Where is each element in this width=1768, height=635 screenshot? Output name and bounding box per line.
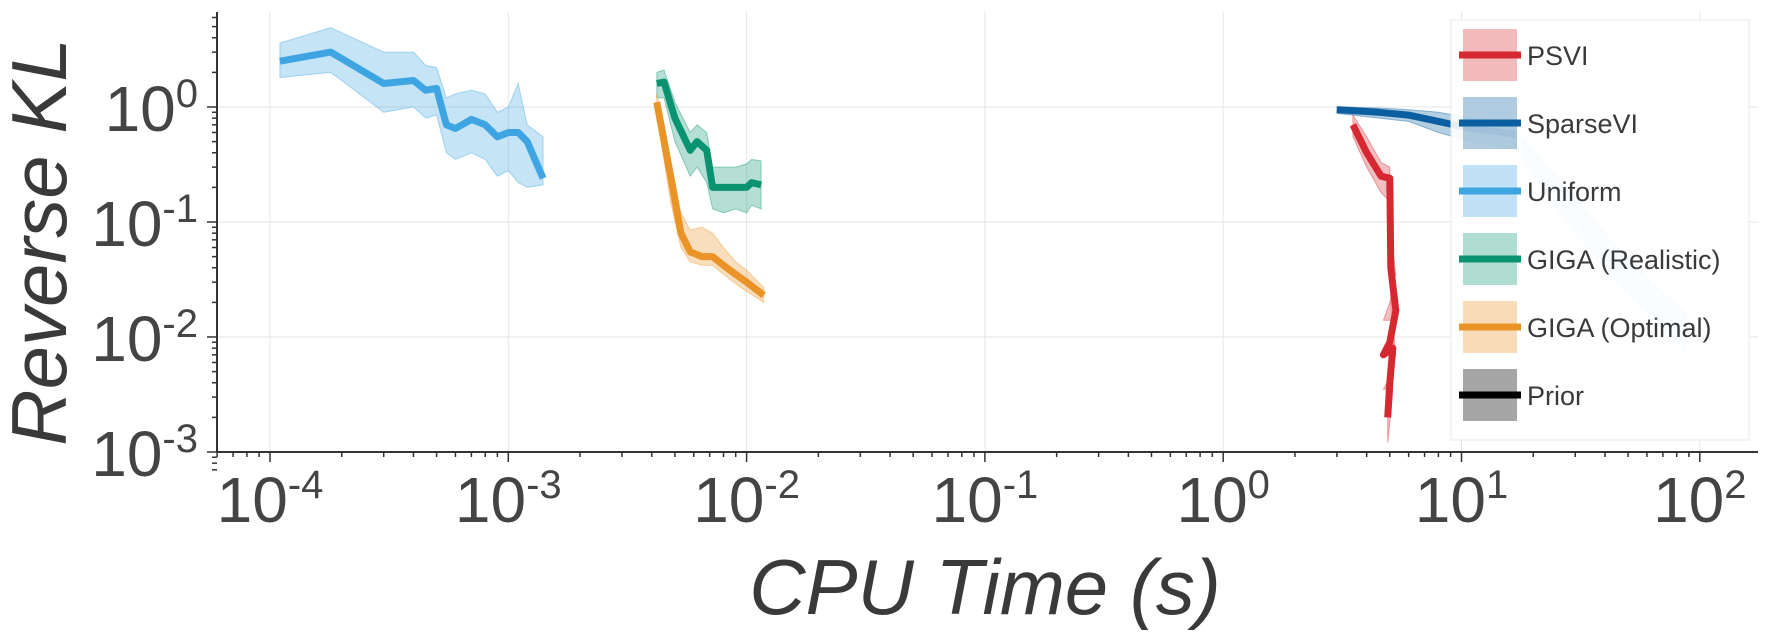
legend-label: Prior xyxy=(1527,381,1584,411)
y-tick-label-exponent: -1 xyxy=(162,187,198,231)
x-tick-label: 10-3 xyxy=(455,463,562,536)
axes xyxy=(216,12,1758,453)
x-tick-label-exponent: -3 xyxy=(526,463,562,507)
legend-label: Uniform xyxy=(1527,177,1622,207)
y-tick-label-exponent: 0 xyxy=(176,72,198,116)
y-tick-label-exponent: -3 xyxy=(162,417,198,461)
x-tick-label-exponent: 2 xyxy=(1724,463,1746,507)
y-tick-label: 10-3 xyxy=(91,417,198,490)
y-tick-label-base: 10 xyxy=(91,303,162,375)
y-tick-label: 10-2 xyxy=(91,302,198,375)
giga-realistic-line xyxy=(656,78,762,191)
legend-item-prior: Prior xyxy=(1459,369,1584,421)
legend-label: SparseVI xyxy=(1527,109,1638,139)
legend-item-giga-realistic: GIGA (Realistic) xyxy=(1459,233,1721,285)
giga-realistic-band xyxy=(656,69,762,214)
legend-item-sparsevi: SparseVI xyxy=(1459,97,1638,149)
x-tick-label: 100 xyxy=(1176,463,1269,536)
uniform-band xyxy=(279,27,544,188)
legend-label: GIGA (Realistic) xyxy=(1527,245,1721,275)
legend: PSVI SparseVI Uniform GIGA (Realistic) GIGA … xyxy=(1450,19,1750,441)
x-tick-label: 10-4 xyxy=(217,463,324,536)
psvi-line xyxy=(1349,123,1400,418)
legend-label: PSVI xyxy=(1527,41,1589,71)
legend-box xyxy=(1450,19,1750,441)
x-tick-label-base: 10 xyxy=(1653,464,1724,536)
x-tick-label-exponent: -4 xyxy=(288,463,324,507)
y-tick-label-base: 10 xyxy=(105,73,176,145)
y-tick-label-exponent: -2 xyxy=(162,302,198,346)
x-tick-label-exponent: 0 xyxy=(1248,463,1270,507)
giga-optimal-line xyxy=(653,101,766,299)
uniform-line xyxy=(279,48,547,180)
x-tick-label-exponent: 1 xyxy=(1486,463,1508,507)
x-tick-label-exponent: -2 xyxy=(764,463,800,507)
giga-optimal-band xyxy=(656,93,765,304)
y-axis-title: Reverse KL xyxy=(0,38,83,446)
legend-label: GIGA (Optimal) xyxy=(1527,313,1712,343)
legend-item-giga-optimal: GIGA (Optimal) xyxy=(1459,301,1712,353)
x-tick-label-exponent: -1 xyxy=(1003,463,1039,507)
x-tick-label-base: 10 xyxy=(693,464,764,536)
legend-item-psvi: PSVI xyxy=(1459,29,1589,81)
x-tick-label-base: 10 xyxy=(1176,464,1247,536)
x-tick-label: 102 xyxy=(1653,463,1746,536)
x-tick-label-base: 10 xyxy=(932,464,1003,536)
y-tick-label-base: 10 xyxy=(91,188,162,260)
y-tick-label: 10-1 xyxy=(91,187,198,260)
x-tick-label: 10-1 xyxy=(932,463,1039,536)
x-axis-title: CPU Time (s) xyxy=(749,543,1221,631)
x-tick-label: 101 xyxy=(1415,463,1508,536)
x-tick-label: 10-2 xyxy=(693,463,800,536)
y-tick-label: 100 xyxy=(105,72,198,145)
y-tick-label-base: 10 xyxy=(91,418,162,490)
legend-item-uniform: Uniform xyxy=(1459,165,1622,217)
x-tick-label-base: 10 xyxy=(455,464,526,536)
x-tick-label-base: 10 xyxy=(1415,464,1486,536)
ticks xyxy=(207,16,1701,471)
x-tick-label-base: 10 xyxy=(217,464,288,536)
series-lines xyxy=(279,48,1517,418)
